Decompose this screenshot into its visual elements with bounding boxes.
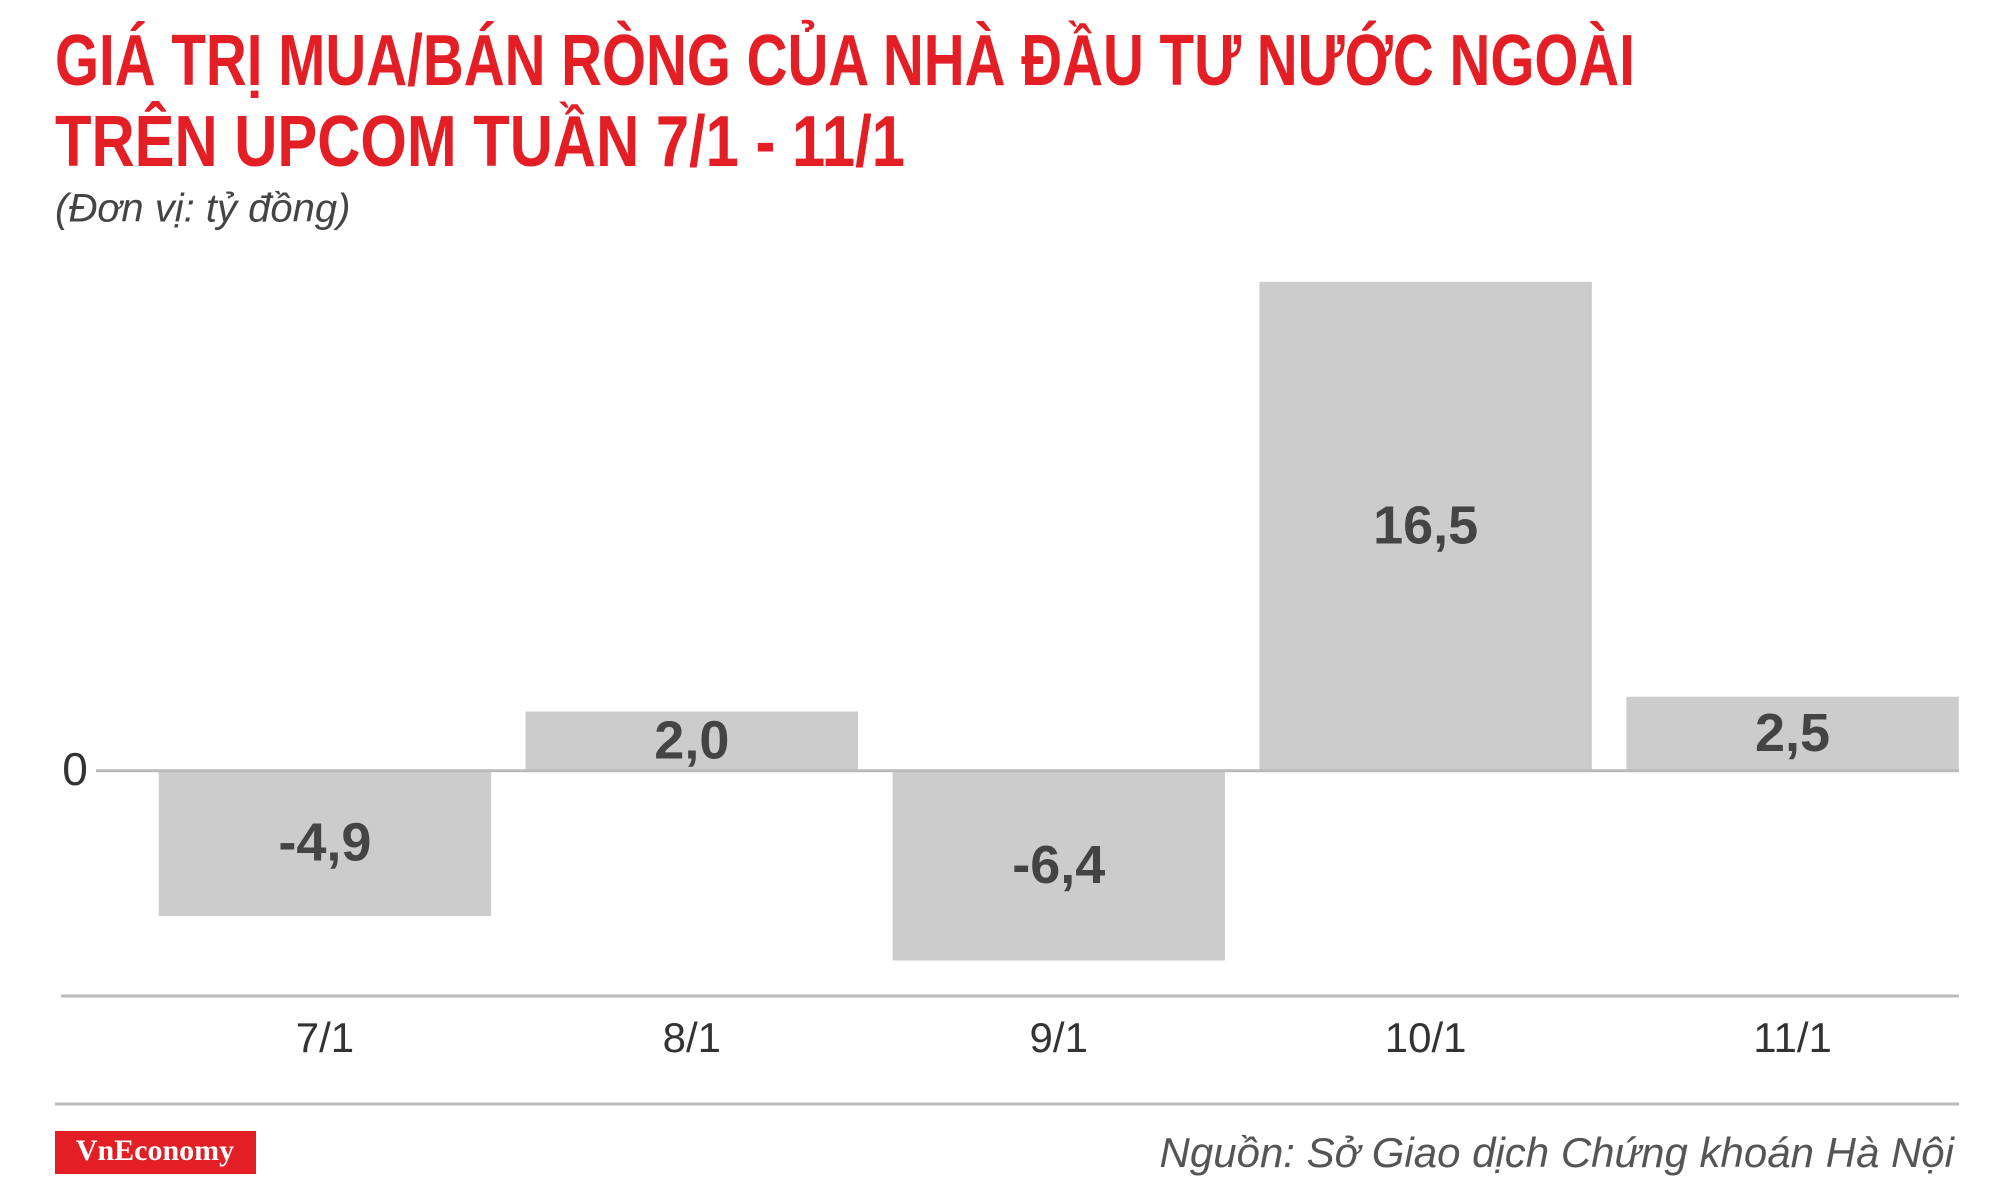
- x-tick-label: 10/1: [1385, 1014, 1467, 1061]
- chart-title: GIÁ TRỊ MUA/BÁN RÒNG CỦA NHÀ ĐẦU TƯ NƯỚC…: [55, 20, 1635, 101]
- bar: [892, 770, 1225, 961]
- bar: [1259, 281, 1592, 771]
- value-label: 2,0: [654, 710, 729, 770]
- bar: [525, 711, 859, 771]
- source: Nguồn: Sở Giao dịch Chứng khoán Hà Nội: [1160, 1129, 1956, 1176]
- y-tick-label: 0: [62, 743, 88, 795]
- value-label: 2,5: [1755, 703, 1830, 763]
- value-label: 16,5: [1373, 496, 1478, 556]
- value-label: -4,9: [278, 813, 371, 873]
- bar: [158, 770, 492, 916]
- x-tick-label: 11/1: [1753, 1014, 1832, 1061]
- x-tick-label: 7/1: [296, 1014, 354, 1061]
- chart-subtitle: (Đơn vị: tỷ đồng): [55, 187, 350, 231]
- x-tick-label: 8/1: [663, 1014, 721, 1061]
- value-label: -6,4: [1012, 835, 1105, 895]
- brand-box: [55, 1131, 256, 1174]
- x-tick-label: 9/1: [1030, 1014, 1088, 1061]
- chart-title: TRÊN UPCOM TUẦN 7/1 - 11/1: [55, 101, 905, 182]
- bar: [1626, 696, 1959, 771]
- brand: VnEconomy: [76, 1134, 234, 1167]
